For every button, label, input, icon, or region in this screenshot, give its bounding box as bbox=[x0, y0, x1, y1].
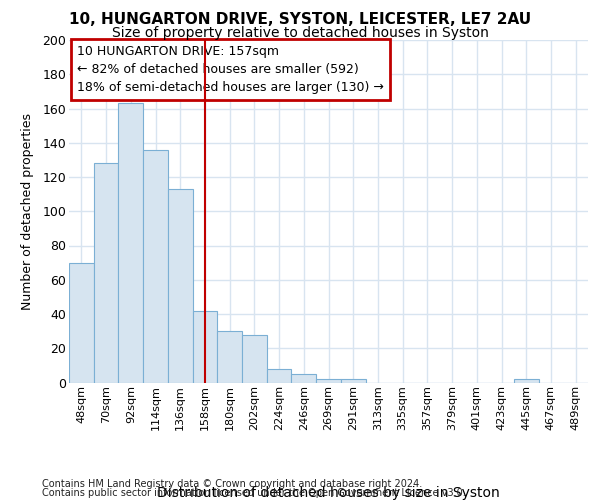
Bar bbox=[69, 262, 94, 382]
Text: Contains public sector information licensed under the Open Government Licence v3: Contains public sector information licen… bbox=[42, 488, 466, 498]
X-axis label: Distribution of detached houses by size in Syston: Distribution of detached houses by size … bbox=[157, 486, 500, 500]
Text: Size of property relative to detached houses in Syston: Size of property relative to detached ho… bbox=[112, 26, 488, 40]
Bar bbox=[193, 310, 217, 382]
Bar bbox=[267, 369, 292, 382]
Bar bbox=[316, 379, 341, 382]
Bar bbox=[143, 150, 168, 382]
Bar bbox=[118, 104, 143, 382]
Bar bbox=[514, 379, 539, 382]
Text: 10 HUNGARTON DRIVE: 157sqm
← 82% of detached houses are smaller (592)
18% of sem: 10 HUNGARTON DRIVE: 157sqm ← 82% of deta… bbox=[77, 45, 383, 94]
Bar bbox=[168, 189, 193, 382]
Bar bbox=[292, 374, 316, 382]
Bar bbox=[242, 334, 267, 382]
Bar bbox=[217, 331, 242, 382]
Bar bbox=[341, 379, 365, 382]
Y-axis label: Number of detached properties: Number of detached properties bbox=[21, 113, 34, 310]
Text: 10, HUNGARTON DRIVE, SYSTON, LEICESTER, LE7 2AU: 10, HUNGARTON DRIVE, SYSTON, LEICESTER, … bbox=[69, 12, 531, 28]
Text: Contains HM Land Registry data © Crown copyright and database right 2024.: Contains HM Land Registry data © Crown c… bbox=[42, 479, 422, 489]
Bar bbox=[94, 164, 118, 382]
